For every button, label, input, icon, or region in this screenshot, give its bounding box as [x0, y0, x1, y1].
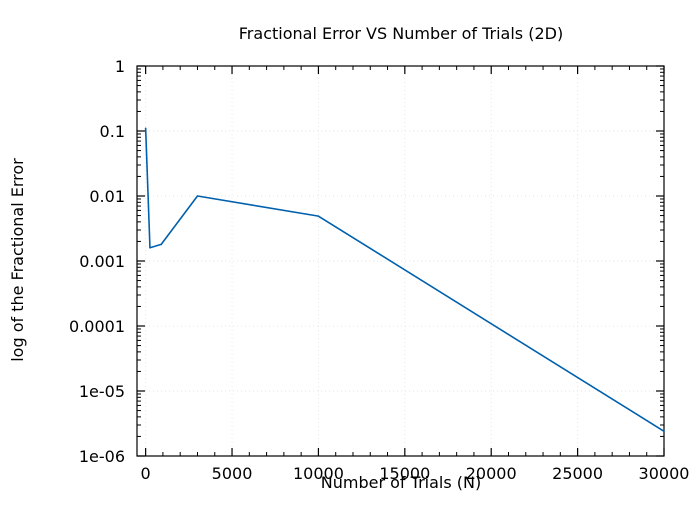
data-point: [196, 195, 199, 197]
x-tick-label: 25000: [552, 464, 603, 483]
x-tick-label: 5000: [212, 464, 253, 483]
y-tick-label: 0.0001: [69, 317, 125, 336]
chart-title: Fractional Error VS Number of Trials (2D…: [239, 24, 563, 43]
data-point: [149, 246, 151, 249]
x-tick-label: 0: [141, 464, 151, 483]
x-tick-label: 20000: [466, 464, 517, 483]
x-tick-label: 10000: [293, 464, 344, 483]
axis-ticks: [137, 65, 665, 457]
y-tick-label: 1e-06: [79, 447, 125, 466]
plot-frame: [136, 65, 665, 457]
y-axis-tick-labels: 1 0.1 0.01 0.001 0.0001 1e-05 1e-06: [69, 57, 125, 466]
x-axis-tick-labels: 0 5000 10000 15000 20000 25000 30000: [141, 464, 690, 483]
y-tick-label: 1: [115, 57, 125, 76]
x-tick-label: 30000: [639, 464, 690, 483]
y-axis-title: log of the Fractional Error: [8, 158, 27, 362]
y-tick-label: 0.01: [89, 187, 125, 206]
data-point: [663, 430, 665, 433]
data-point: [317, 215, 320, 217]
y-tick-label: 0.001: [79, 252, 125, 271]
data-point: [144, 127, 147, 130]
series-layer: [144, 127, 665, 433]
x-axis-title: Number of Trials (N): [321, 473, 481, 492]
grid-lines: [137, 65, 665, 457]
y-tick-label: 1e-05: [79, 382, 125, 401]
series-line: [144, 128, 665, 432]
x-tick-label: 15000: [379, 464, 430, 483]
data-point: [160, 243, 162, 246]
y-tick-label: 0.1: [100, 122, 125, 141]
